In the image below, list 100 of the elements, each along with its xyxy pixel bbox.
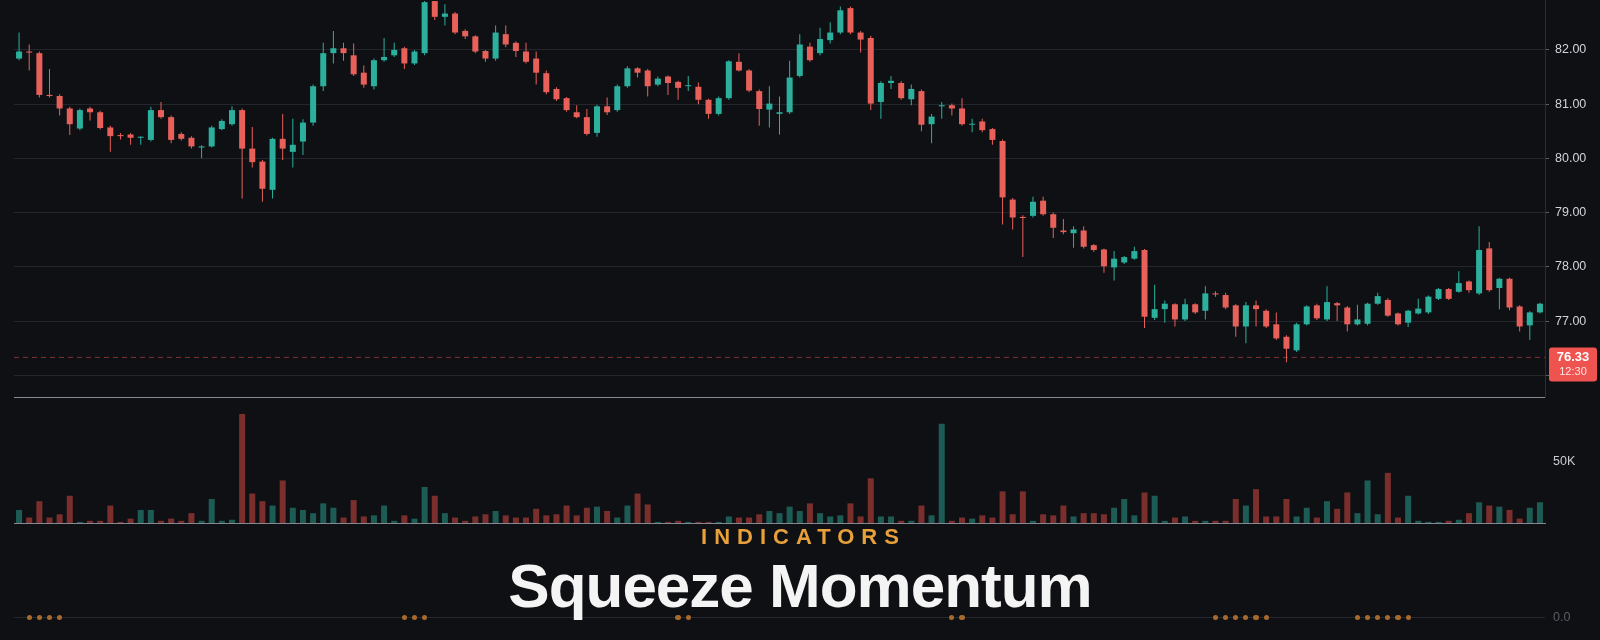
bar (147, 509, 154, 523)
bar (756, 514, 763, 523)
bar (928, 515, 935, 523)
bar (370, 515, 377, 523)
bar (938, 423, 945, 523)
bar (1100, 514, 1107, 523)
bar (1121, 499, 1128, 523)
bar (888, 516, 895, 523)
bar (107, 505, 114, 523)
bar (1040, 514, 1047, 523)
bar (624, 505, 631, 523)
bar (533, 508, 540, 523)
bar (462, 520, 469, 523)
bar (1273, 516, 1280, 523)
bar (644, 504, 651, 523)
bar (1182, 516, 1189, 523)
bar (411, 518, 418, 523)
text: INDICATORS (700, 524, 906, 549)
bar (289, 507, 296, 523)
bar (675, 520, 682, 523)
bar (66, 495, 73, 523)
bar (766, 511, 773, 523)
bar (979, 515, 986, 523)
bar (725, 516, 732, 523)
bar (1242, 505, 1249, 523)
bar (563, 505, 570, 523)
bar (776, 513, 783, 523)
bar (441, 513, 448, 523)
bar (1334, 508, 1341, 523)
bar (1111, 507, 1118, 523)
bar (857, 516, 864, 523)
bar (948, 520, 955, 523)
bar (1050, 515, 1057, 523)
bar (492, 511, 499, 523)
text: 12:30 (1559, 365, 1587, 378)
candlestick (776, 96, 783, 135)
bar (746, 517, 753, 523)
bar (796, 511, 803, 523)
bar (1394, 517, 1401, 523)
ref-line-label: 76.33 (1556, 348, 1590, 364)
candlestick (685, 75, 692, 92)
y-tick-label: 81.00 (1555, 96, 1587, 111)
y-tick-label: 79.00 (1555, 205, 1587, 220)
bar (1253, 489, 1260, 523)
bar (1384, 472, 1391, 523)
text: 50K (1553, 453, 1576, 468)
bar (1445, 520, 1452, 523)
bar (1202, 520, 1209, 523)
bar (310, 513, 317, 523)
bar (1455, 519, 1462, 523)
bar (1313, 517, 1320, 523)
bar (137, 509, 144, 523)
bar (614, 517, 621, 523)
bar (806, 503, 813, 523)
bar (1263, 516, 1270, 523)
bar (867, 478, 874, 523)
bar (1476, 502, 1483, 523)
bar (340, 517, 347, 523)
bar (1019, 491, 1026, 523)
bar (1324, 501, 1331, 523)
bar (1506, 509, 1513, 523)
bar (1090, 513, 1097, 523)
bar (918, 505, 925, 523)
bar (188, 513, 195, 523)
bar (1171, 517, 1178, 523)
y-tick-label: 78.00 (1555, 259, 1587, 274)
bar (36, 501, 43, 523)
bar (391, 520, 398, 523)
bar (279, 480, 286, 523)
bar (1192, 520, 1199, 523)
bar (127, 518, 134, 523)
bar (553, 514, 560, 523)
bar (421, 487, 428, 523)
bar (198, 520, 205, 523)
bar (1465, 513, 1472, 523)
y-tick-label: 77.00 (1555, 313, 1587, 328)
bar (431, 495, 438, 523)
bar (523, 517, 530, 523)
bar (1141, 492, 1148, 523)
bar (877, 516, 884, 523)
bar (543, 515, 550, 523)
bar (999, 491, 1006, 523)
bar (330, 507, 337, 523)
bar (1354, 513, 1361, 523)
bar (1029, 520, 1036, 523)
bar (168, 518, 175, 523)
bar (97, 520, 104, 523)
bar (512, 517, 519, 523)
bar (1415, 520, 1422, 523)
bar (502, 515, 509, 523)
bar (482, 514, 489, 523)
y-tick-label: 80.00 (1555, 150, 1587, 165)
bar (26, 517, 33, 523)
bar (837, 515, 844, 523)
bar (1161, 520, 1168, 523)
bar (573, 515, 580, 523)
bar (239, 413, 246, 523)
bar (46, 517, 53, 523)
bar (1222, 520, 1229, 523)
bar (1080, 513, 1087, 523)
